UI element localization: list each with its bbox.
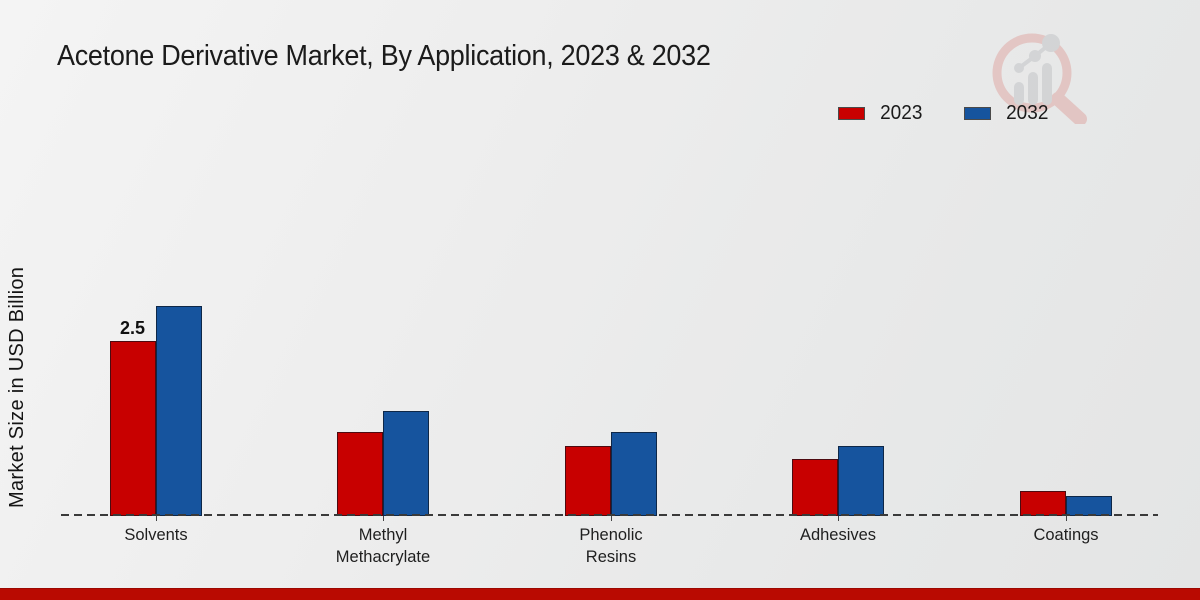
bar-2032-adhesives	[838, 446, 885, 516]
bar-2032-solvents	[155, 306, 202, 516]
x-axis-label-methyl-methacrylate: Methyl Methacrylate	[335, 525, 431, 567]
x-tick-phenolic-resins	[611, 516, 612, 521]
legend-item-2032: 2032	[963, 102, 1050, 125]
x-axis-label-coatings: Coatings	[1033, 525, 1099, 544]
bar-2032-phenolic-resins	[610, 432, 657, 516]
legend-label-2032: 2032	[1005, 102, 1048, 124]
legend-swatch-2032	[963, 107, 991, 120]
bar-2023-methyl-methacrylate	[337, 432, 384, 516]
bar-2023-phenolic-resins	[564, 446, 611, 516]
footer-accent-bar	[0, 588, 1200, 600]
x-tick-coatings	[1066, 516, 1067, 521]
x-tick-methyl-methacrylate	[383, 516, 384, 521]
bar-value-label: 2.5	[119, 318, 146, 338]
bar-2023-adhesives	[792, 459, 839, 516]
x-tick-adhesives	[838, 516, 839, 521]
x-axis-baseline	[61, 514, 1158, 516]
bar-2032-methyl-methacrylate	[383, 411, 430, 516]
legend-swatch-2023	[838, 107, 865, 120]
chart-title: Acetone Derivative Market, By Applicatio…	[57, 40, 711, 72]
x-tick-solvents	[156, 516, 157, 521]
bar-2023-coatings	[1019, 491, 1066, 516]
x-axis-label-phenolic-resins: Phenolic Resins	[579, 525, 643, 567]
bar-2023-solvents	[109, 341, 156, 516]
x-axis-label-adhesives: Adhesives	[799, 525, 877, 544]
legend-label-2023: 2023	[880, 102, 923, 124]
legend-item-2023: 2023	[838, 102, 924, 125]
legend: 2023 2032	[838, 102, 1049, 125]
x-axis-label-solvents: Solvents	[124, 525, 188, 544]
magnifier-bar-chart-logo-icon	[992, 33, 1087, 124]
bar-2032-coatings	[1065, 496, 1112, 516]
